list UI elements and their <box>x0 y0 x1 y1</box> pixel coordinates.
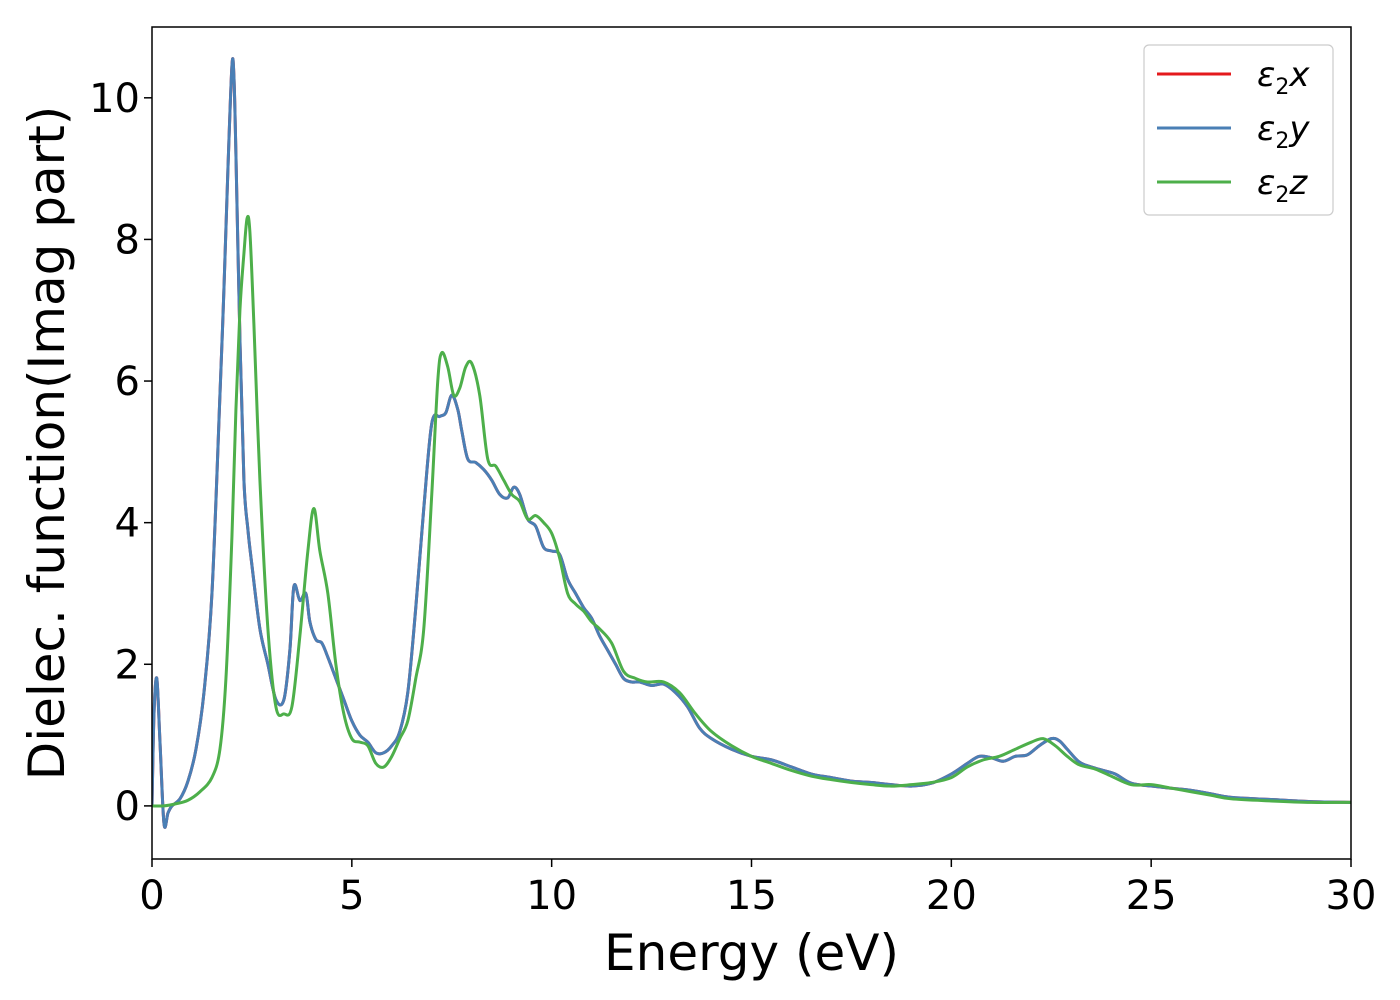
y-tick-label: 8 <box>115 217 140 263</box>
legend-box <box>1143 44 1334 216</box>
x-tick-label: 15 <box>726 873 777 919</box>
legend-label-y: ε2y <box>1257 109 1310 154</box>
legend-label-x: ε2x <box>1257 55 1310 100</box>
y-tick-label: 0 <box>115 784 140 830</box>
x-tick-label: 10 <box>526 873 577 919</box>
x-axis-ticks: 0 5 10 15 20 25 30 <box>139 859 1376 919</box>
x-tick-label: 0 <box>139 873 164 919</box>
x-tick-label: 30 <box>1326 873 1377 919</box>
x-tick-label: 5 <box>339 873 364 919</box>
y-tick-label: 2 <box>115 642 140 688</box>
y-tick-label: 10 <box>89 76 140 122</box>
series-line-z <box>152 214 1351 808</box>
legend-label-z: ε2z <box>1257 163 1308 208</box>
y-tick-label: 6 <box>115 359 140 405</box>
legend: ε2x ε2y ε2z <box>1143 44 1334 216</box>
y-axis-label: Dielec. function(Imag part) <box>18 106 76 781</box>
x-axis-label: Energy (eV) <box>604 924 899 982</box>
x-tick-label: 20 <box>926 873 977 919</box>
y-axis-ticks: 0 2 4 6 8 10 <box>89 76 152 830</box>
plot-lines <box>152 57 1351 829</box>
x-tick-label: 25 <box>1126 873 1177 919</box>
y-tick-label: 4 <box>115 501 140 547</box>
